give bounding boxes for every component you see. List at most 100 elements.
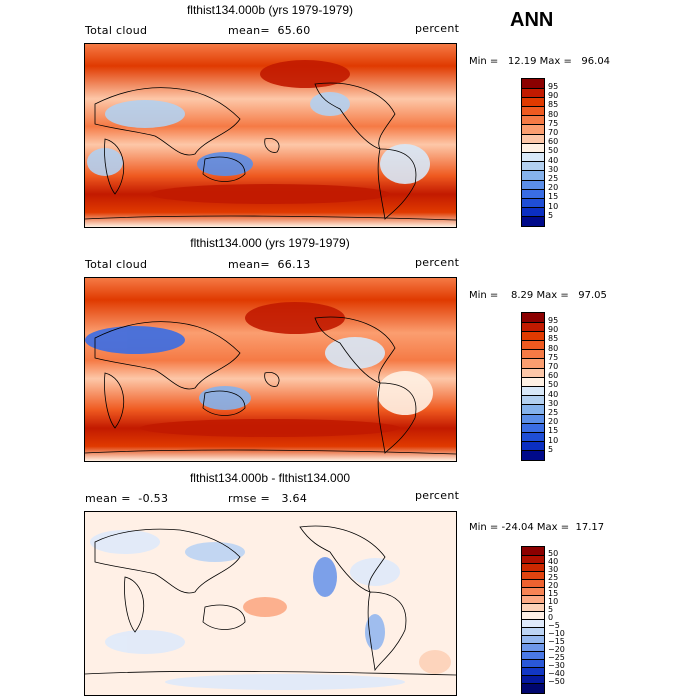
panel1-tick: 95 bbox=[548, 82, 559, 91]
panel1-title: flthist134.000b (yrs 1979-1979) bbox=[186, 3, 354, 17]
panel2-colorbar-swatch bbox=[522, 441, 544, 451]
panel3-neg-region bbox=[313, 557, 337, 597]
panel3-colorbar-swatch bbox=[522, 619, 544, 628]
panel2-tick: 20 bbox=[548, 417, 559, 426]
panel1-tick: 85 bbox=[548, 100, 559, 109]
panel1-colorbar-swatch bbox=[522, 106, 544, 116]
panel1-colorbar-swatch bbox=[522, 88, 544, 98]
panel3-colorbar-swatch bbox=[522, 587, 544, 596]
panel3-tick: −15 bbox=[548, 637, 565, 646]
panel2-colorbar-swatch bbox=[522, 349, 544, 359]
panel1-colorbar-swatch bbox=[522, 207, 544, 217]
panel3-colorbar-swatch bbox=[522, 555, 544, 564]
panel2-tick: 40 bbox=[548, 390, 559, 399]
panel3-neg-region bbox=[105, 630, 185, 654]
season-label: ANN bbox=[510, 9, 554, 31]
panel1-tick: 30 bbox=[548, 165, 559, 174]
panel3-colorbar-swatch bbox=[522, 683, 544, 693]
panel3-tick: 20 bbox=[548, 581, 559, 590]
panel1-colorbar-swatch bbox=[522, 134, 544, 144]
panel2-tick: 90 bbox=[548, 325, 559, 334]
panel2-colorbar-ticks: 95 90 85 80 75 70 60 50 40 30 25 20 15 1… bbox=[548, 312, 578, 462]
panel2-colorbar-swatch bbox=[522, 386, 544, 396]
panel1-tick: 75 bbox=[548, 119, 559, 128]
panel1-low-region bbox=[380, 144, 430, 184]
panel2-minmax: Min = 8.29 Max = 97.05 bbox=[469, 290, 607, 301]
panel3-tick: 30 bbox=[548, 565, 559, 574]
panel2-tick: 85 bbox=[548, 334, 559, 343]
panel1-tick: 10 bbox=[548, 202, 559, 211]
panel2-map-svg bbox=[85, 278, 456, 461]
panel1-low-region bbox=[105, 100, 185, 128]
panel3-tick: −25 bbox=[548, 653, 565, 662]
panel3-colorbar-swatch bbox=[522, 627, 544, 636]
panel3-colorbar-swatch bbox=[522, 579, 544, 588]
panel1-tick: 50 bbox=[548, 146, 559, 155]
panel3-colorbar-swatch bbox=[522, 651, 544, 660]
panel3-colorbar-swatch bbox=[522, 611, 544, 620]
panel3-colorbar-swatch bbox=[522, 643, 544, 652]
panel2-variable: Total cloud bbox=[85, 258, 148, 271]
panel2-tick: 30 bbox=[548, 399, 559, 408]
panel2-colorbar-swatch bbox=[522, 331, 544, 341]
panel1-colorbar-swatch bbox=[522, 115, 544, 125]
panel3-tick: 15 bbox=[548, 589, 559, 598]
panel2-low-region bbox=[377, 371, 433, 415]
panel1-tick: 20 bbox=[548, 183, 559, 192]
panel3-tick: 0 bbox=[548, 613, 554, 622]
panel1-tick: 5 bbox=[548, 211, 554, 220]
panel3-neg-region bbox=[90, 530, 160, 554]
panel3-colorbar-ticks: 50 40 30 25 20 15 10 5 0 −5 −10 −15 −20 … bbox=[548, 546, 578, 696]
panel3-pos-region bbox=[419, 650, 451, 674]
panel1-colorbar-swatch bbox=[522, 124, 544, 134]
panel3-mean: mean = -0.53 bbox=[85, 492, 169, 505]
panel2-tick: 50 bbox=[548, 380, 559, 389]
panel2-mean: mean= 66.13 bbox=[228, 258, 311, 271]
panel3-colorbar-swatch bbox=[522, 635, 544, 644]
panel3-coastlines bbox=[85, 525, 456, 676]
panel1-tick: 60 bbox=[548, 137, 559, 146]
panel1-colorbar-swatch bbox=[522, 170, 544, 180]
panel2-tick: 5 bbox=[548, 445, 554, 454]
panel2-colorbar bbox=[521, 312, 545, 461]
panel3-tick: −30 bbox=[548, 661, 565, 670]
panel2-map bbox=[84, 277, 457, 462]
panel3-colorbar-swatch bbox=[522, 595, 544, 604]
panel2-colorbar-swatch bbox=[522, 368, 544, 378]
panel3-neg-region bbox=[165, 674, 405, 690]
panel2-low-region bbox=[325, 337, 385, 369]
panel1-high-region bbox=[260, 60, 350, 88]
panel1-tick: 25 bbox=[548, 174, 559, 183]
panel1-tick: 15 bbox=[548, 192, 559, 201]
panel1-colorbar-swatch bbox=[522, 198, 544, 208]
panel1-tick: 80 bbox=[548, 110, 559, 119]
panel2-low-region bbox=[199, 386, 251, 410]
panel2-tick: 80 bbox=[548, 344, 559, 353]
panel3-colorbar-swatch bbox=[522, 675, 544, 684]
panel2-colorbar-swatch bbox=[522, 322, 544, 332]
panel3-rmse: rmse = 3.64 bbox=[228, 492, 308, 505]
panel1-map-svg bbox=[85, 44, 456, 227]
panel3-neg-region bbox=[365, 614, 385, 650]
panel2-coastlines bbox=[85, 316, 456, 455]
panel1-colorbar-swatch bbox=[522, 79, 544, 89]
panel1-colorbar-swatch bbox=[522, 180, 544, 190]
panel2-tick: 95 bbox=[548, 316, 559, 325]
panel3-neg-region bbox=[185, 542, 245, 562]
panel2-colorbar-swatch bbox=[522, 358, 544, 368]
panel3-tick: 40 bbox=[548, 557, 559, 566]
panel2-colorbar-swatch bbox=[522, 432, 544, 442]
panel3-tick: 10 bbox=[548, 597, 559, 606]
panel3-colorbar-swatch bbox=[522, 571, 544, 580]
panel1-units: percent bbox=[415, 22, 460, 35]
panel2-colorbar-swatch bbox=[522, 395, 544, 405]
panel1-mean: mean= 65.60 bbox=[228, 24, 311, 37]
panel1-colorbar-swatch bbox=[522, 161, 544, 171]
panel1-colorbar-swatch bbox=[522, 189, 544, 199]
panel1-colorbar-ticks: 95 90 85 80 75 70 60 50 40 30 25 20 15 1… bbox=[548, 78, 578, 228]
panel1-minmax: Min = 12.19 Max = 96.04 bbox=[469, 56, 611, 67]
panel3-colorbar-swatch bbox=[522, 603, 544, 612]
panel1-map bbox=[84, 43, 457, 228]
panel3-map bbox=[84, 511, 457, 696]
panel3-colorbar-swatch bbox=[522, 659, 544, 668]
